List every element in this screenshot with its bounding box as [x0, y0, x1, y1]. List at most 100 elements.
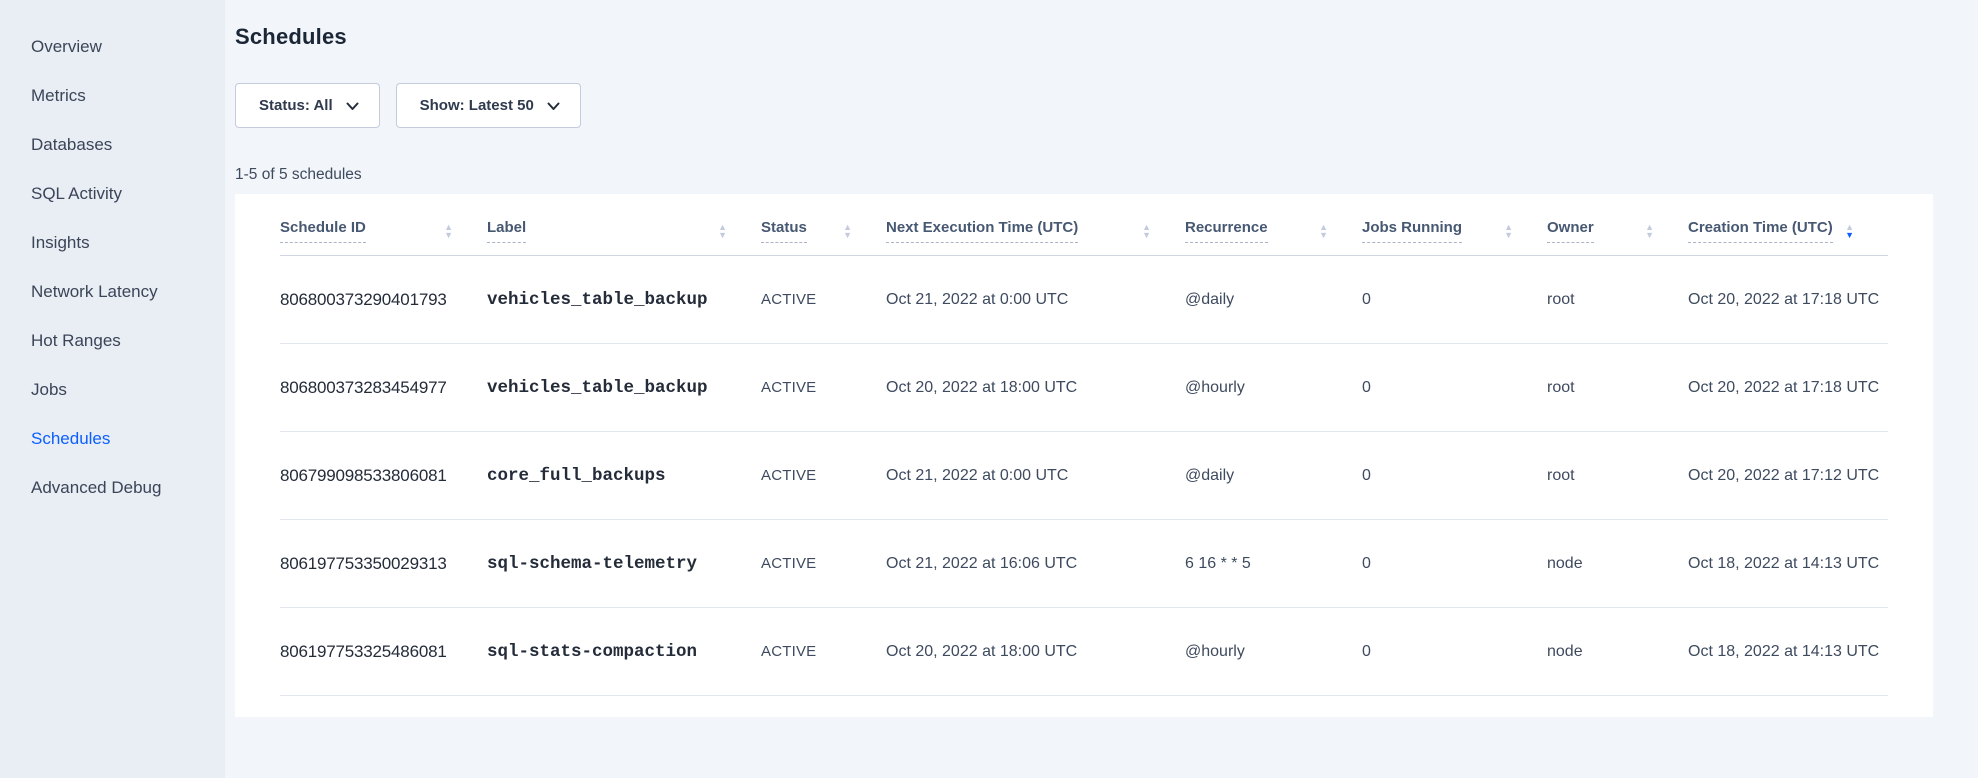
cell-schedule-id: 806800373290401793 [280, 289, 447, 309]
sidebar-item-sql-activity[interactable]: SQL Activity [31, 184, 123, 203]
sidebar-item-metrics[interactable]: Metrics [31, 86, 86, 105]
cell-creation-time: Oct 20, 2022 at 17:18 UTC [1688, 290, 1880, 308]
status-filter-label: Status: All [259, 97, 333, 114]
sort-desc-icon: ▼ [843, 229, 852, 240]
column-header-label: Status [761, 219, 807, 243]
column-header-label: Next Execution Time (UTC) [886, 219, 1079, 243]
column-header-owner[interactable]: Owner ▲ ▼ [1547, 194, 1688, 255]
column-header-label: Owner [1547, 219, 1594, 243]
cell-jobs-running: 0 [1362, 290, 1371, 308]
cell-next-execution-time: Oct 20, 2022 at 18:00 UTC [886, 642, 1078, 660]
cell-jobs-running: 0 [1362, 554, 1371, 572]
cell-creation-time: Oct 20, 2022 at 17:18 UTC [1688, 378, 1880, 396]
column-header-label: Jobs Running [1362, 219, 1462, 243]
cell-next-execution-time: Oct 21, 2022 at 0:00 UTC [886, 290, 1069, 308]
cell-recurrence: @hourly [1185, 642, 1245, 660]
table-header-row: Schedule ID ▲ ▼ Label ▲ ▼ Status ▲ ▼ Next Executi… [280, 194, 1888, 256]
sort-asc-icon: ▲ [1845, 221, 1854, 232]
sidebar-item-network-latency[interactable]: Network Latency [31, 282, 158, 301]
cell-creation-time: Oct 18, 2022 at 14:13 UTC [1688, 642, 1880, 660]
sort-desc-icon: ▼ [1845, 229, 1854, 240]
table-row: 806197753325486081 sql-stats-compaction AC… [280, 608, 1888, 696]
sidebar-item-hot-ranges[interactable]: Hot Ranges [31, 331, 121, 350]
cell-creation-time: Oct 18, 2022 at 14:13 UTC [1688, 554, 1880, 572]
sort-desc-icon: ▼ [444, 229, 453, 240]
cell-schedule-id: 806800373283454977 [280, 377, 447, 397]
cell-next-execution-time: Oct 21, 2022 at 16:06 UTC [886, 554, 1078, 572]
sidebar-item-jobs[interactable]: Jobs [31, 380, 67, 399]
cell-next-execution-time: Oct 21, 2022 at 0:00 UTC [886, 466, 1069, 484]
sort-icon[interactable]: ▲ ▼ [1645, 222, 1654, 239]
cell-label: core_full_backups [487, 465, 666, 486]
cell-recurrence: @daily [1185, 466, 1235, 484]
sort-asc-icon: ▲ [444, 221, 453, 232]
sidebar-item-databases[interactable]: Databases [31, 135, 113, 154]
show-filter-label: Show: Latest 50 [419, 97, 534, 114]
cell-status: ACTIVE [761, 643, 817, 660]
sort-asc-icon: ▲ [843, 221, 852, 232]
sort-desc-icon: ▼ [1142, 229, 1151, 240]
cell-schedule-id: 806799098533806081 [280, 465, 447, 485]
cell-owner: root [1547, 290, 1575, 308]
sort-desc-icon: ▼ [718, 229, 727, 240]
table-row: 806800373290401793 vehicles_table_backup A… [280, 256, 1888, 344]
sort-icon[interactable]: ▲ ▼ [444, 221, 453, 240]
cell-recurrence: @daily [1185, 290, 1235, 308]
column-header-next-execution-time-utc[interactable]: Next Execution Time (UTC) ▲ ▼ [886, 194, 1185, 255]
column-header-label: Schedule ID [280, 219, 366, 243]
sort-icon[interactable]: ▲ ▼ [1319, 221, 1328, 240]
sort-icon[interactable]: ▲ ▼ [1142, 221, 1151, 240]
column-header-label: Label [487, 219, 527, 243]
cell-owner: node [1547, 554, 1583, 572]
cell-status: ACTIVE [761, 467, 817, 484]
column-header-recurrence[interactable]: Recurrence ▲ ▼ [1185, 194, 1362, 255]
cell-status: ACTIVE [761, 379, 817, 396]
sort-icon[interactable]: ▲ ▼ [1845, 221, 1854, 240]
sort-desc-icon: ▼ [1504, 229, 1513, 240]
sort-asc-icon: ▲ [718, 221, 727, 232]
cell-owner: node [1547, 642, 1583, 660]
sort-icon[interactable]: ▲ ▼ [718, 221, 727, 240]
cell-recurrence: 6 16 * * 5 [1185, 554, 1251, 572]
column-header-label: Recurrence [1185, 219, 1268, 243]
chevron-down-icon [346, 102, 359, 111]
column-header-jobs-running[interactable]: Jobs Running ▲ ▼ [1362, 194, 1547, 255]
sidebar-item-schedules[interactable]: Schedules [31, 429, 111, 448]
sort-desc-icon: ▼ [1319, 229, 1328, 240]
table-body: 806800373290401793 vehicles_table_backup A… [280, 256, 1888, 696]
cell-recurrence: @hourly [1185, 378, 1245, 396]
sort-icon[interactable]: ▲ ▼ [843, 221, 852, 240]
results-count: 1-5 of 5 schedules [235, 166, 362, 183]
cell-label: sql-schema-telemetry [487, 553, 698, 574]
cell-schedule-id: 806197753325486081 [280, 641, 447, 661]
cell-owner: root [1547, 378, 1575, 396]
sort-asc-icon: ▲ [1142, 221, 1151, 232]
show-filter-dropdown[interactable]: Show: Latest 50 [395, 83, 581, 128]
sort-asc-icon: ▲ [1319, 221, 1328, 232]
column-header-label[interactable]: Label ▲ ▼ [487, 194, 761, 255]
sort-asc-icon: ▲ [1504, 221, 1513, 232]
cell-jobs-running: 0 [1362, 642, 1371, 660]
cell-creation-time: Oct 20, 2022 at 17:12 UTC [1688, 466, 1880, 484]
cell-schedule-id: 806197753350029313 [280, 553, 447, 573]
sort-icon[interactable]: ▲ ▼ [1504, 221, 1513, 240]
table-row: 806800373283454977 vehicles_table_backup A… [280, 344, 1888, 432]
schedules-table-card: Schedule ID ▲ ▼ Label ▲ ▼ Status ▲ ▼ Next Executi… [235, 194, 1933, 717]
column-header-creation-time-utc[interactable]: Creation Time (UTC) ▲ ▼ [1688, 194, 1888, 255]
table-row: 806197753350029313 sql-schema-telemetry AC… [280, 520, 1888, 608]
chevron-down-icon [547, 102, 560, 111]
main-content: Schedules Status: All Show: Latest 50 1-… [225, 0, 1978, 778]
sidebar: Overview Metrics Databases SQL Activity Insi… [0, 0, 225, 778]
cell-status: ACTIVE [761, 555, 817, 572]
filters-bar: Status: All Show: Latest 50 [235, 83, 1933, 128]
sidebar-item-advanced-debug[interactable]: Advanced Debug [31, 478, 162, 497]
status-filter-dropdown[interactable]: Status: All [235, 83, 380, 128]
column-header-schedule-id[interactable]: Schedule ID ▲ ▼ [280, 194, 487, 255]
cell-label: vehicles_table_backup [487, 377, 708, 398]
cell-status: ACTIVE [761, 291, 817, 308]
column-header-status[interactable]: Status ▲ ▼ [761, 194, 886, 255]
sidebar-item-insights[interactable]: Insights [31, 233, 90, 252]
cell-next-execution-time: Oct 20, 2022 at 18:00 UTC [886, 378, 1078, 396]
sidebar-item-overview[interactable]: Overview [31, 37, 102, 56]
